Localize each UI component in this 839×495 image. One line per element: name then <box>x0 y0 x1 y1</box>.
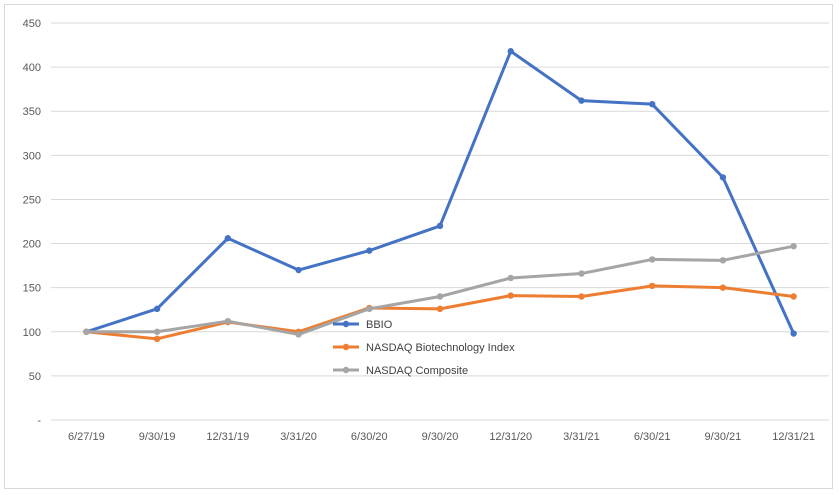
y-tick-label: 50 <box>29 371 41 383</box>
data-point <box>648 256 656 263</box>
data-point <box>790 293 797 300</box>
data-point <box>507 292 514 299</box>
y-tick-label: 100 <box>23 327 41 339</box>
x-tick-label: 6/30/21 <box>634 431 671 443</box>
y-tick-label: 200 <box>23 239 41 251</box>
legend: BBIO NASDAQ Biotechnology Index NASDAQ Com… <box>333 319 515 377</box>
series-line <box>84 244 796 336</box>
data-point <box>153 335 161 343</box>
data-point <box>790 330 797 337</box>
series-nasdaq-composite <box>83 243 797 338</box>
legend-label: NASDAQ Composite <box>366 365 468 377</box>
data-point <box>719 257 727 264</box>
data-point <box>153 305 161 313</box>
series-lines <box>83 48 797 343</box>
data-point <box>436 222 444 230</box>
x-axis-ticks: 6/27/19 9/30/19 12/31/19 3/31/20 6/30/20 9/30… <box>68 431 815 443</box>
data-point <box>436 293 444 300</box>
legend-label: NASDAQ Biotechnology Index <box>366 342 515 354</box>
y-tick-label: 350 <box>23 106 41 118</box>
y-tick-label: - <box>37 415 41 427</box>
data-point <box>436 305 444 313</box>
x-tick-label: 9/30/19 <box>139 431 176 443</box>
x-tick-label: 6/27/19 <box>68 431 105 443</box>
data-point <box>153 328 161 335</box>
gridlines <box>51 22 829 421</box>
x-tick-label: 9/30/20 <box>422 431 459 443</box>
legend-marker <box>342 366 350 374</box>
data-point <box>295 331 302 338</box>
data-point <box>648 100 656 108</box>
data-point <box>224 235 232 242</box>
x-tick-label: 3/31/20 <box>280 431 317 443</box>
data-point <box>507 48 514 55</box>
data-point <box>578 293 585 300</box>
data-point <box>790 243 797 250</box>
legend-label: BBIO <box>366 319 393 331</box>
x-tick-label: 9/30/21 <box>705 431 742 443</box>
line-chart: - 50 100 150 200 250 300 350 400 450 6/27/19 9/30/… <box>23 18 829 443</box>
data-point <box>295 266 302 274</box>
data-point <box>578 270 585 277</box>
x-tick-label: 3/31/21 <box>563 431 600 443</box>
y-tick-label: 400 <box>23 62 41 74</box>
y-tick-label: 250 <box>23 194 41 206</box>
series-line <box>84 49 796 336</box>
data-point <box>719 284 727 291</box>
x-tick-label: 12/31/20 <box>489 431 532 443</box>
y-tick-label: 450 <box>23 18 41 30</box>
data-point <box>507 274 514 282</box>
x-tick-label: 6/30/20 <box>351 431 388 443</box>
legend-marker <box>342 343 350 351</box>
data-point <box>719 174 727 181</box>
data-point <box>648 282 656 290</box>
y-axis-ticks: - 50 100 150 200 250 300 350 400 450 <box>23 18 42 427</box>
x-tick-label: 12/31/21 <box>772 431 815 443</box>
data-point <box>366 247 373 254</box>
y-tick-label: 150 <box>23 283 41 295</box>
data-point <box>578 97 585 104</box>
data-point <box>83 328 90 335</box>
legend-marker <box>342 320 350 328</box>
data-point <box>224 317 232 325</box>
chart-frame: - 50 100 150 200 250 300 350 400 450 6/27/19 9/30/… <box>4 4 833 489</box>
series-nasdaq-biotechnology-index <box>83 282 797 343</box>
y-tick-label: 300 <box>23 150 41 162</box>
data-point <box>366 305 373 313</box>
x-tick-label: 12/31/19 <box>206 431 249 443</box>
